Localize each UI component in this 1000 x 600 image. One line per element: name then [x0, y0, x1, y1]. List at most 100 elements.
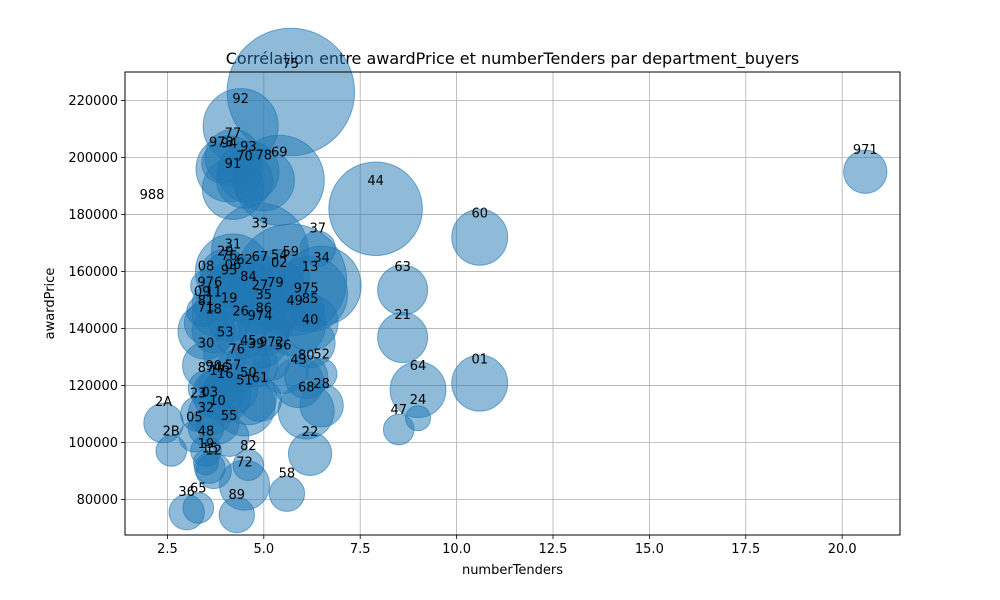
bubble-label: 94	[221, 136, 238, 151]
bubble	[288, 290, 325, 327]
bubble-label: 60	[471, 206, 488, 221]
x-tick-label: 5.0	[253, 542, 274, 557]
x-tick-label: 2.5	[157, 542, 178, 557]
bubble-label: 16	[217, 367, 234, 382]
y-tick-label: 140000	[68, 322, 118, 337]
bubble-label: 27	[252, 279, 269, 294]
bubble-label: 48	[198, 425, 215, 440]
bubble-label: 87	[198, 361, 215, 376]
bubble-label: 71	[198, 300, 215, 315]
bubble-label: 36	[178, 485, 195, 500]
bubble-label: 15	[202, 442, 219, 457]
bubble-label: 37	[310, 221, 327, 236]
bubble	[253, 344, 290, 381]
bubble-label: 55	[221, 409, 238, 424]
bubble-label: 57	[225, 359, 242, 374]
bubble	[182, 492, 215, 524]
bubble-label: 21	[394, 308, 411, 323]
bubble	[218, 496, 255, 534]
bubble-label: 70	[236, 149, 253, 164]
bubble-label: 86	[256, 302, 273, 317]
bubble-label: 39	[248, 337, 265, 352]
bubble-label: 19	[198, 437, 215, 452]
bubble-label: 93	[240, 140, 257, 155]
y-tick-label: 120000	[68, 379, 118, 394]
bubble-label: 54	[271, 248, 288, 263]
x-tick-label: 15.0	[635, 542, 664, 557]
bubble-label: 92	[232, 92, 249, 107]
bubble-label: 40	[302, 313, 319, 328]
bubble-label: 988	[140, 188, 165, 203]
bubble	[328, 161, 423, 257]
bubble	[232, 449, 265, 482]
x-tick-label: 17.5	[731, 542, 760, 557]
bubble-label: 974	[248, 309, 273, 324]
bubble-label: 23	[190, 387, 207, 402]
bubble-label: 34	[313, 251, 330, 266]
bubble-label: 33	[252, 217, 269, 232]
bubble-label: 971	[853, 143, 878, 158]
bubble-label: 51	[236, 374, 253, 389]
bubble-label: 02	[271, 256, 288, 271]
bubble-label: 68	[298, 380, 315, 395]
bubble-label: 91	[225, 157, 242, 172]
bubble-label: 46	[213, 361, 230, 376]
bubble-label: 64	[410, 359, 427, 374]
bubble-label: 24	[410, 393, 427, 408]
bubble-label: 63	[394, 260, 411, 275]
bubble-label: 50	[240, 366, 257, 381]
bubble-label: 06	[225, 258, 242, 273]
bubble-label: 12	[205, 444, 222, 459]
bubble	[287, 431, 333, 476]
y-tick-label: 220000	[68, 94, 118, 109]
bubble-label: 11	[205, 286, 222, 301]
bubble-label: 43	[290, 353, 307, 368]
bubble-label: 52	[313, 348, 330, 363]
bubble-label: 44	[367, 174, 384, 189]
bubble-label: 19	[221, 291, 238, 306]
bubble	[305, 358, 338, 390]
bubble	[451, 354, 509, 412]
y-tick-label: 100000	[68, 436, 118, 451]
plot-frame	[124, 71, 901, 536]
bubble-label: 79	[267, 276, 284, 291]
bubble-label: 10	[209, 394, 226, 409]
bubble-label: 84	[240, 270, 257, 285]
bubble-label: 53	[217, 325, 234, 340]
bubble-label: 30	[198, 336, 215, 351]
bubble-label: 89	[229, 488, 246, 503]
bubble-label: 58	[279, 466, 296, 481]
bubble-label: 78	[256, 149, 273, 164]
y-tick-label: 200000	[68, 151, 118, 166]
bubble-label: 26	[232, 304, 249, 319]
bubble-label: 81	[198, 294, 215, 309]
x-tick-label: 12.5	[539, 542, 568, 557]
x-tick-label: 20.0	[828, 542, 857, 557]
bubble-label: 61	[252, 371, 269, 386]
bubble-label: 69	[271, 145, 288, 160]
bubble	[268, 475, 306, 512]
bubble	[197, 369, 230, 402]
bubble-label: 32	[198, 401, 215, 416]
bubble	[155, 435, 188, 467]
bubble	[843, 149, 888, 194]
bubble-label: 01	[471, 352, 488, 367]
y-tick-label: 180000	[68, 208, 118, 223]
bubble-label: 67	[252, 250, 269, 265]
bubble-label: 05	[186, 410, 203, 425]
bubble-label: 45	[240, 334, 257, 349]
x-axis-title: numberTenders	[462, 563, 563, 578]
bubble-label: 2A	[155, 395, 172, 410]
bubble-label: 47	[390, 403, 407, 418]
bubble-label: 72	[236, 455, 253, 470]
x-tick-label: 7.5	[350, 542, 371, 557]
bubble-series	[143, 27, 888, 534]
bubble-label: 28	[313, 377, 330, 392]
bubble-label: 75	[283, 57, 300, 72]
bubble-label: 973	[209, 135, 234, 150]
bubble-label: 22	[302, 425, 319, 440]
bubble	[405, 405, 432, 432]
y-tick-label: 160000	[68, 265, 118, 280]
bubble-label: 29	[217, 245, 234, 260]
